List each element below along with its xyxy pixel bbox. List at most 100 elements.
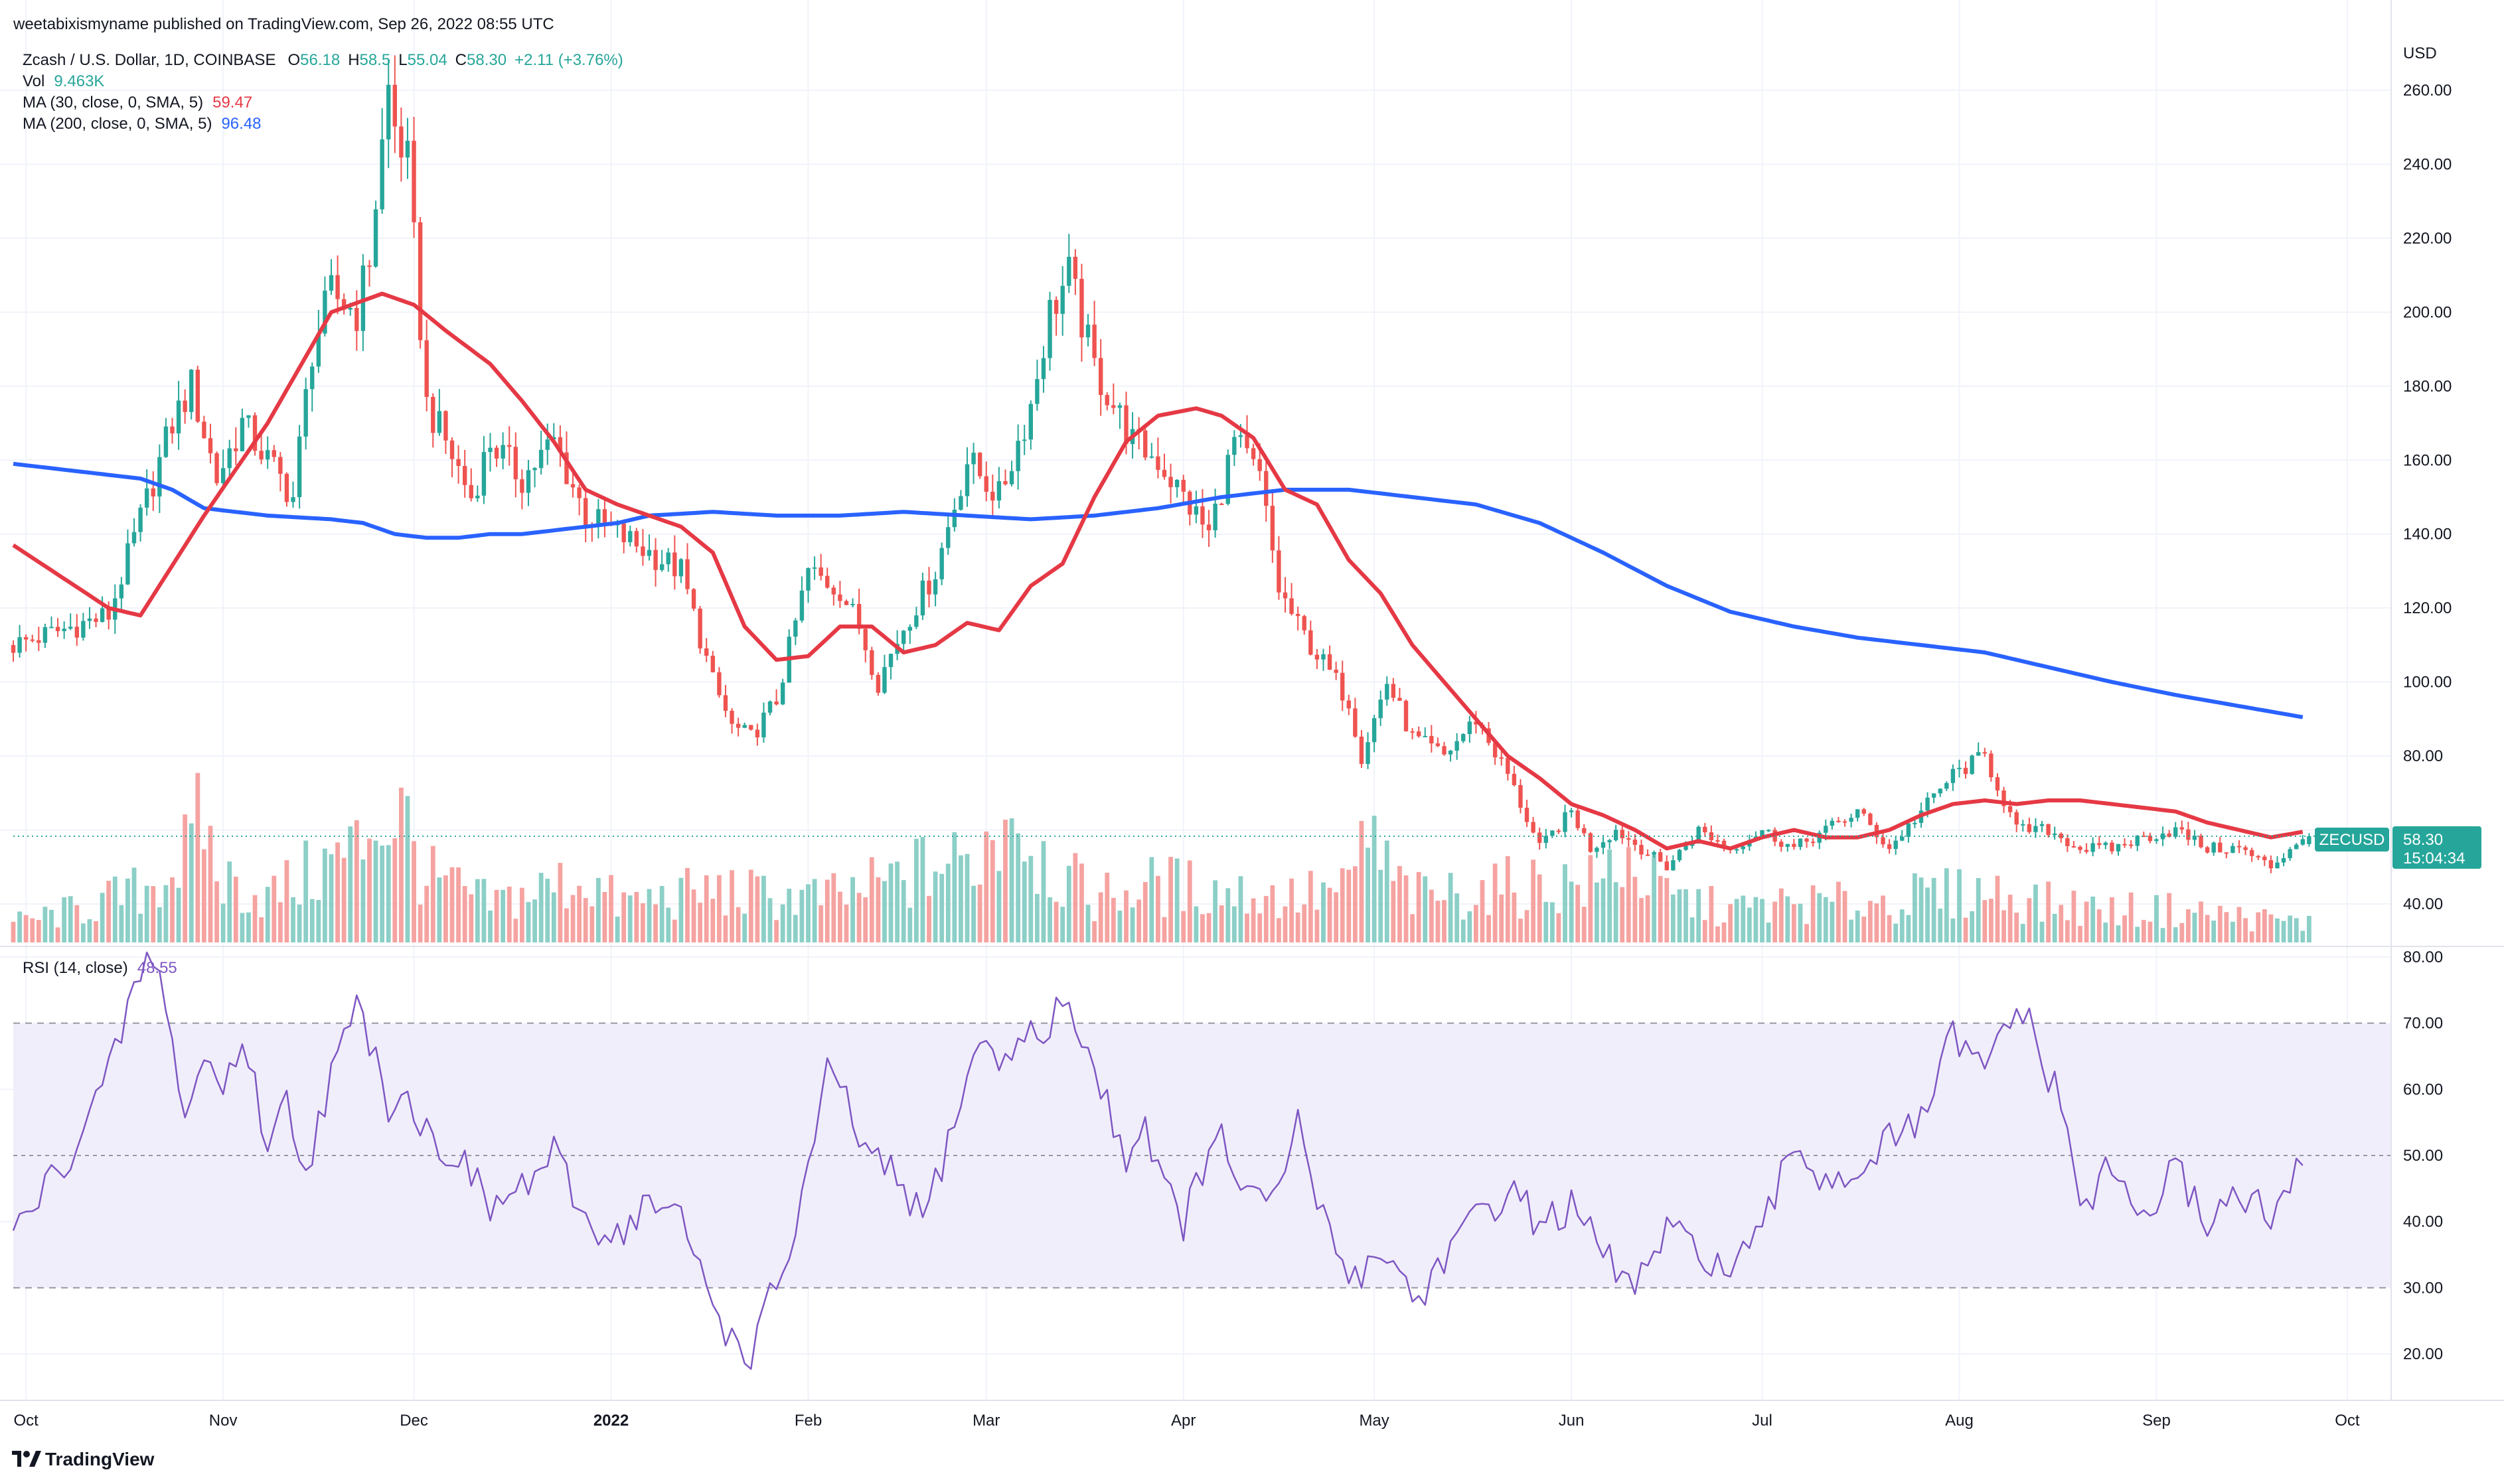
candle[interactable] bbox=[1085, 314, 1091, 346]
candle[interactable] bbox=[946, 512, 951, 556]
candle[interactable] bbox=[996, 467, 1002, 509]
candle[interactable] bbox=[1779, 839, 1784, 852]
candle[interactable] bbox=[151, 471, 155, 511]
candle[interactable] bbox=[659, 550, 665, 572]
candle[interactable] bbox=[634, 528, 639, 553]
candle[interactable] bbox=[284, 472, 289, 507]
candle[interactable] bbox=[2192, 830, 2197, 846]
candle[interactable] bbox=[933, 571, 938, 607]
candle[interactable] bbox=[1302, 615, 1306, 635]
candle[interactable] bbox=[399, 108, 404, 182]
candle[interactable] bbox=[68, 613, 73, 631]
candle[interactable] bbox=[666, 548, 670, 572]
candle[interactable] bbox=[907, 624, 912, 644]
candle[interactable] bbox=[2249, 848, 2254, 862]
candle[interactable] bbox=[412, 116, 416, 238]
candle[interactable] bbox=[405, 117, 410, 179]
candle[interactable] bbox=[513, 432, 518, 498]
candle[interactable] bbox=[1022, 425, 1027, 455]
candle[interactable] bbox=[774, 689, 779, 706]
candlesticks[interactable] bbox=[11, 55, 2311, 873]
candle[interactable] bbox=[1219, 502, 1224, 505]
candle[interactable] bbox=[1989, 750, 1994, 782]
candle[interactable] bbox=[2300, 834, 2305, 846]
candle[interactable] bbox=[183, 389, 187, 424]
candle[interactable] bbox=[538, 430, 544, 475]
candle[interactable] bbox=[1079, 263, 1084, 362]
candle[interactable] bbox=[2288, 847, 2292, 861]
candle[interactable] bbox=[641, 529, 645, 566]
candle[interactable] bbox=[380, 108, 384, 214]
candle[interactable] bbox=[1938, 788, 1942, 797]
candle[interactable] bbox=[1556, 828, 1561, 834]
candle[interactable] bbox=[202, 415, 206, 439]
candle[interactable] bbox=[87, 607, 92, 629]
candle[interactable] bbox=[2021, 820, 2025, 832]
candle[interactable] bbox=[1976, 742, 1981, 757]
candle[interactable] bbox=[2173, 822, 2178, 839]
candle[interactable] bbox=[730, 707, 734, 734]
candle[interactable] bbox=[1435, 737, 1441, 747]
candle[interactable] bbox=[1454, 733, 1459, 760]
candle[interactable] bbox=[1277, 536, 1281, 600]
candle[interactable] bbox=[329, 259, 334, 295]
candle[interactable] bbox=[1861, 808, 1866, 816]
candle[interactable] bbox=[704, 638, 709, 662]
candle[interactable] bbox=[920, 572, 925, 621]
candle[interactable] bbox=[602, 500, 607, 538]
candle[interactable] bbox=[11, 640, 16, 662]
rsi-axis[interactable]: 80.00 70.00 60.00 50.00 40.00 30.00 20.00 bbox=[2403, 948, 2443, 1363]
candle[interactable] bbox=[234, 427, 238, 465]
candle[interactable] bbox=[74, 614, 79, 646]
candle[interactable] bbox=[17, 625, 22, 658]
candle[interactable] bbox=[2160, 826, 2165, 846]
candle[interactable] bbox=[1416, 726, 1421, 738]
candle[interactable] bbox=[1766, 829, 1771, 832]
candle[interactable] bbox=[1785, 844, 1790, 852]
candle[interactable] bbox=[1792, 838, 1796, 850]
candle[interactable] bbox=[710, 650, 715, 673]
candle[interactable] bbox=[1366, 732, 1370, 769]
candle[interactable] bbox=[1798, 838, 1803, 850]
candle[interactable] bbox=[1371, 715, 1377, 753]
candle[interactable] bbox=[1003, 469, 1008, 486]
candle[interactable] bbox=[2148, 832, 2153, 844]
candle[interactable] bbox=[62, 621, 66, 639]
candle[interactable] bbox=[1232, 430, 1237, 467]
candle[interactable] bbox=[596, 498, 601, 539]
candle[interactable] bbox=[1836, 816, 1841, 823]
candle[interactable] bbox=[698, 606, 702, 654]
candle[interactable] bbox=[838, 581, 842, 609]
candle[interactable] bbox=[1995, 773, 2000, 796]
candle[interactable] bbox=[1582, 824, 1587, 836]
candle[interactable] bbox=[303, 377, 308, 450]
candle[interactable] bbox=[1041, 346, 1046, 393]
candle[interactable] bbox=[717, 667, 722, 698]
candle[interactable] bbox=[189, 368, 194, 420]
candle[interactable] bbox=[469, 468, 473, 502]
candle[interactable] bbox=[1092, 301, 1097, 366]
legend-row-ma200[interactable]: MA (200, close, 0, SMA, 5) 96.48 bbox=[23, 115, 262, 133]
candle[interactable] bbox=[176, 380, 181, 450]
candle[interactable] bbox=[392, 55, 397, 153]
legend-row-rsi[interactable]: RSI (14, close) 48.55 bbox=[23, 959, 177, 977]
candle[interactable] bbox=[1524, 799, 1529, 828]
candle[interactable] bbox=[831, 585, 836, 606]
candle[interactable] bbox=[125, 529, 130, 585]
candle[interactable] bbox=[1887, 839, 1892, 854]
candle[interactable] bbox=[1067, 234, 1071, 293]
candle[interactable] bbox=[1970, 754, 1974, 775]
candle[interactable] bbox=[1518, 779, 1523, 814]
candle[interactable] bbox=[373, 200, 378, 268]
candle[interactable] bbox=[888, 653, 894, 680]
candle[interactable] bbox=[1467, 715, 1472, 743]
candle[interactable] bbox=[799, 576, 805, 623]
candle[interactable] bbox=[252, 412, 258, 456]
candle[interactable] bbox=[494, 445, 499, 467]
candle[interactable] bbox=[2142, 831, 2146, 838]
time-axis[interactable]: Oct Nov Dec 2022 Feb Mar Apr May Jun Jul Aug Sep Oct bbox=[13, 1412, 2359, 1430]
candle[interactable] bbox=[1385, 676, 1389, 706]
candle[interactable] bbox=[628, 526, 633, 547]
legend-row-volume[interactable]: Vol 9.463K bbox=[23, 72, 104, 90]
candle[interactable] bbox=[1645, 849, 1650, 856]
